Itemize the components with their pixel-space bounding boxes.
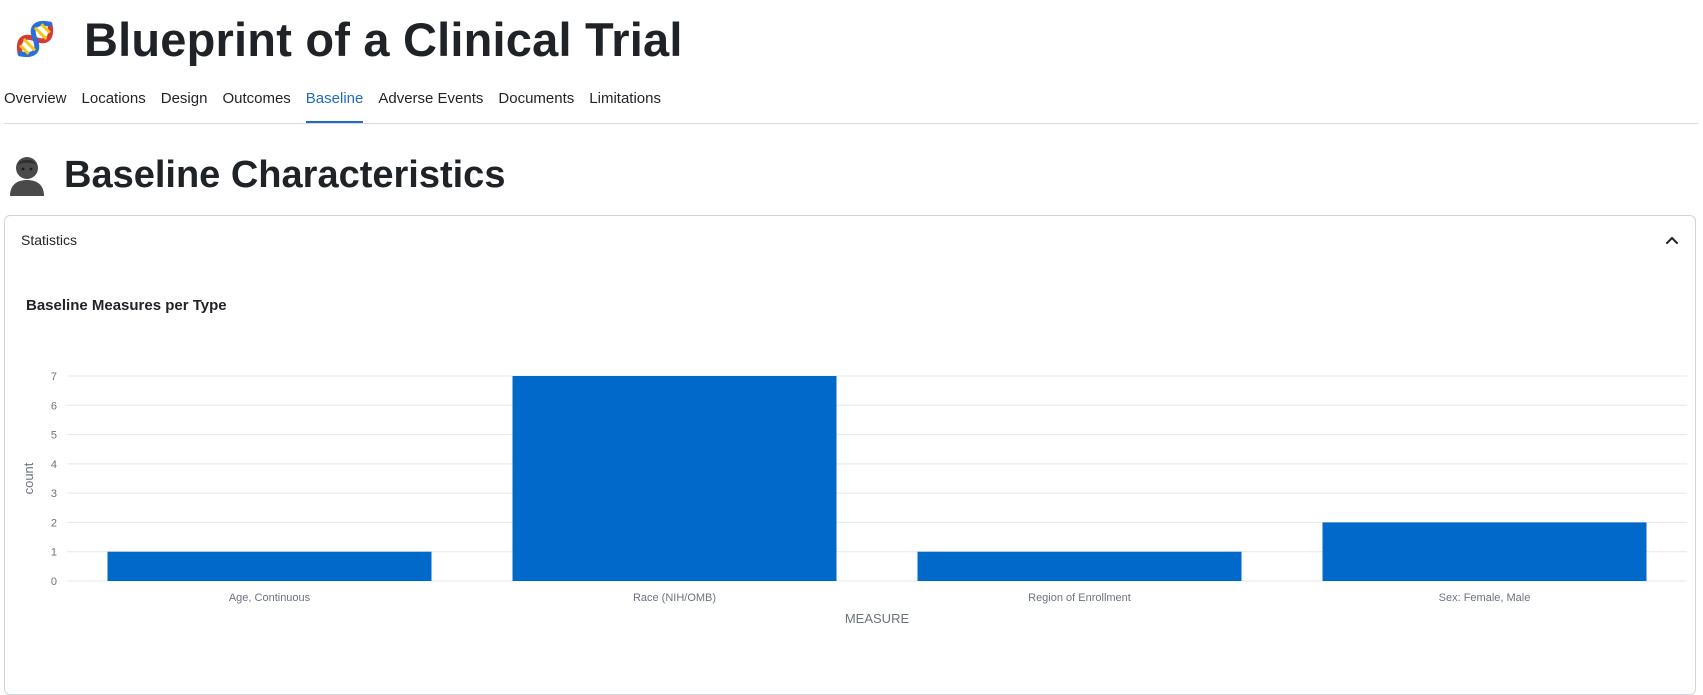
tab-outcomes[interactable]: Outcomes [222, 90, 291, 107]
page-header: Blueprint of a Clinical Trial [8, 10, 683, 68]
tab-overview[interactable]: Overview [4, 90, 67, 107]
page-title: Blueprint of a Clinical Trial [84, 12, 683, 66]
tab-limitations[interactable]: Limitations [589, 90, 661, 107]
statistics-card-header[interactable]: Statistics [5, 216, 1695, 264]
chart-bars [107, 376, 1647, 581]
y-tick-label: 5 [51, 430, 57, 442]
x-tick-label: Age, Continuous [229, 592, 311, 604]
y-axis-title: count [21, 462, 36, 494]
y-tick-label: 1 [51, 547, 57, 559]
y-tick-label: 2 [51, 517, 57, 529]
x-tick-label: Region of Enrollment [1028, 592, 1131, 604]
bar[interactable] [1322, 522, 1647, 581]
tab-bar: Overview Locations Design Outcomes Basel… [4, 88, 1698, 124]
tab-baseline[interactable]: Baseline [305, 88, 363, 123]
tab-adverse-events[interactable]: Adverse Events [378, 90, 484, 107]
x-axis-title: MEASURE [845, 611, 910, 626]
y-axis-ticks: 0 1 2 3 4 5 6 7 [51, 371, 57, 588]
section-title: Baseline Characteristics [64, 153, 506, 196]
y-tick-label: 7 [51, 371, 57, 383]
chart-title: Baseline Measures per Type [26, 297, 227, 314]
statistics-card: Statistics Baseline Measures per Type 0 1… [4, 215, 1696, 695]
bar[interactable] [107, 551, 432, 581]
statistics-card-label: Statistics [21, 232, 78, 248]
dna-icon [16, 20, 54, 58]
tab-locations[interactable]: Locations [81, 90, 146, 107]
section-header: Baseline Characteristics [8, 152, 505, 198]
x-tick-label: Race (NIH/OMB) [633, 592, 716, 604]
x-axis-ticks: Age, Continuous Race (NIH/OMB) Region of E… [229, 592, 1531, 604]
tab-documents[interactable]: Documents [498, 90, 575, 107]
bar[interactable] [917, 551, 1242, 581]
y-tick-label: 6 [51, 400, 57, 412]
bar[interactable] [512, 376, 837, 581]
y-tick-label: 4 [51, 459, 57, 471]
y-tick-label: 3 [51, 488, 57, 500]
x-tick-label: Sex: Female, Male [1439, 592, 1531, 604]
person-icon [10, 157, 44, 196]
y-tick-label: 0 [51, 576, 57, 588]
tab-design[interactable]: Design [160, 90, 208, 107]
chevron-up-icon[interactable] [1665, 235, 1679, 245]
bar-chart: 0 1 2 3 4 5 6 7 Age, Continuous Race (NIH/OMB) Re… [21, 371, 1687, 626]
